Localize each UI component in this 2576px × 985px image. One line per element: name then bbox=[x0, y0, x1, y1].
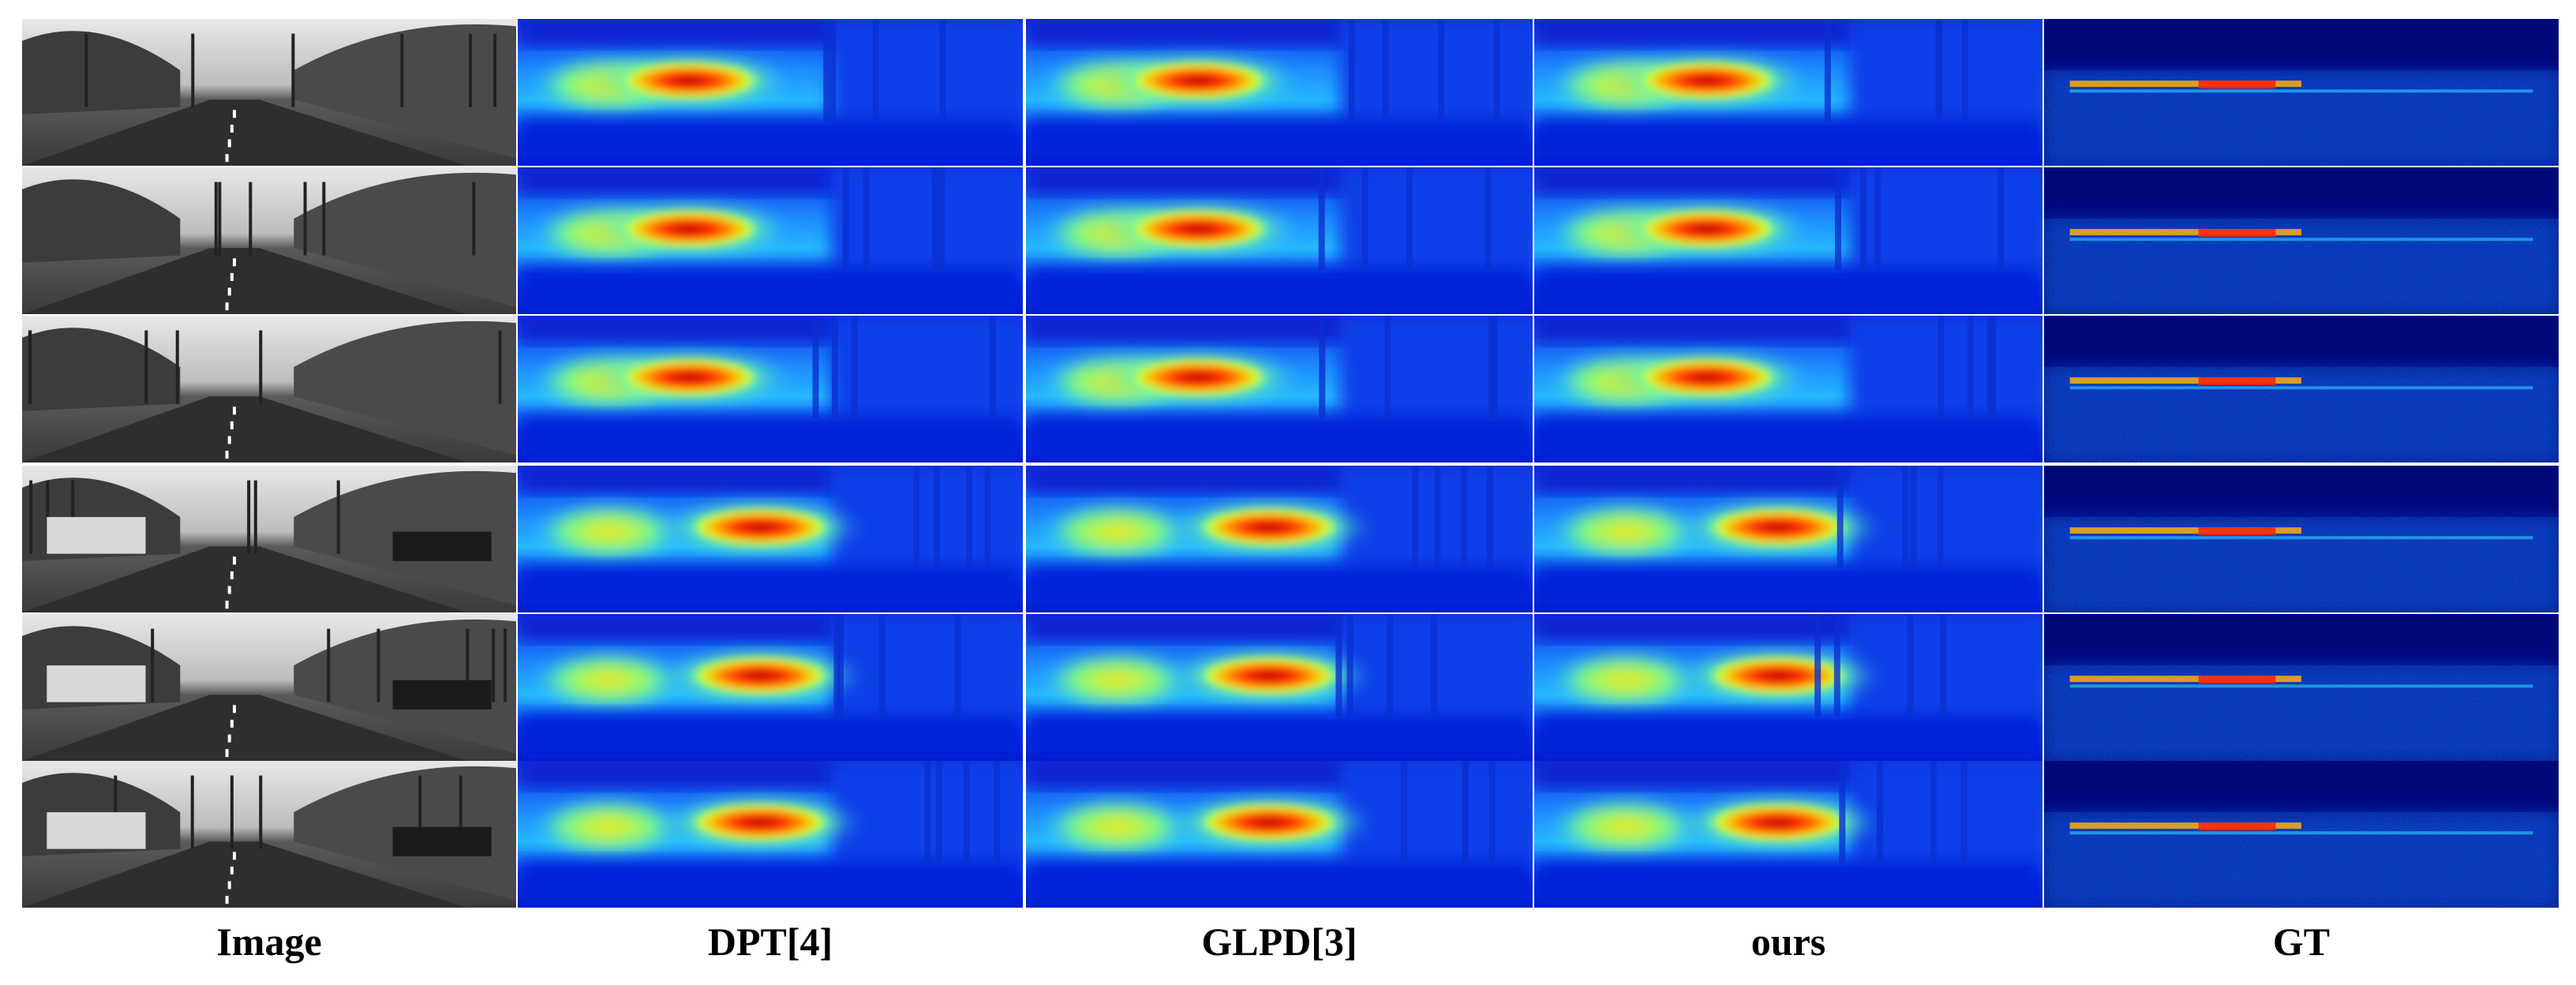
panel-ours-row-3 bbox=[1534, 316, 2042, 463]
panel-image-row-1 bbox=[22, 19, 516, 166]
panel-glpd-row-5 bbox=[1026, 614, 1533, 761]
panel-gt-row-3 bbox=[2044, 316, 2559, 463]
panel-glpd-row-1 bbox=[1026, 19, 1533, 166]
panel-ours-row-2 bbox=[1534, 167, 2042, 314]
column-label-ours: ours bbox=[1750, 919, 1826, 964]
column-label-glpd: GLPD[3] bbox=[1201, 919, 1357, 964]
panel-gt-row-5 bbox=[2044, 614, 2559, 761]
panel-gt-row-1 bbox=[2044, 19, 2559, 166]
panel-glpd-row-2 bbox=[1026, 167, 1533, 314]
panel-gt-row-6 bbox=[2044, 761, 2559, 908]
panel-dpt-row-3 bbox=[518, 316, 1023, 463]
panel-image-row-5 bbox=[22, 614, 516, 761]
column-label-dpt: DPT[4] bbox=[707, 919, 833, 964]
panel-image-row-6 bbox=[22, 761, 516, 908]
panel-image-row-4 bbox=[22, 466, 516, 612]
panel-dpt-row-1 bbox=[518, 19, 1023, 166]
panel-glpd-row-6 bbox=[1026, 761, 1533, 908]
panel-image-row-2 bbox=[22, 167, 516, 314]
panel-image-row-3 bbox=[22, 316, 516, 463]
panel-gt-row-2 bbox=[2044, 167, 2559, 314]
panel-glpd-row-3 bbox=[1026, 316, 1533, 463]
panel-dpt-row-2 bbox=[518, 167, 1023, 314]
panel-dpt-row-5 bbox=[518, 614, 1023, 761]
panel-ours-row-6 bbox=[1534, 761, 2042, 908]
column-label-image: Image bbox=[216, 919, 322, 964]
column-label-gt: GT bbox=[2272, 919, 2331, 964]
panel-glpd-row-4 bbox=[1026, 466, 1533, 612]
panel-dpt-row-6 bbox=[518, 761, 1023, 908]
panel-dpt-row-4 bbox=[518, 466, 1023, 612]
panel-ours-row-1 bbox=[1534, 19, 2042, 166]
panel-ours-row-5 bbox=[1534, 614, 2042, 761]
panel-ours-row-4 bbox=[1534, 466, 2042, 612]
panel-gt-row-4 bbox=[2044, 466, 2559, 612]
